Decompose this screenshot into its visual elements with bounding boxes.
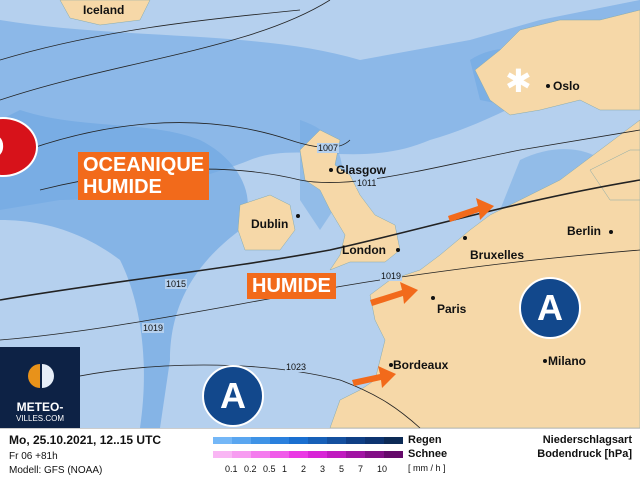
snow-swatch <box>327 451 346 458</box>
legend: Mo, 25.10.2021, 12..15 UTC Fr 06 +81h Mo… <box>0 428 640 479</box>
isobar-label: 1011 <box>356 178 378 188</box>
rain-label: Regen <box>408 434 442 446</box>
model-run: Fr 06 +81h <box>9 451 58 462</box>
isobar-label: 1007 <box>317 143 340 153</box>
scale-tick: 3 <box>320 464 326 474</box>
logo-text: VILLES.COM <box>15 414 64 423</box>
city-dot <box>546 84 550 88</box>
rain-swatch <box>384 437 403 444</box>
city-label: Iceland <box>83 3 125 17</box>
rain-swatch <box>213 437 232 444</box>
snow-label: Schnee <box>408 448 448 460</box>
city-dot <box>329 168 333 172</box>
city-label: London <box>342 243 386 257</box>
city-dot <box>389 363 393 367</box>
snow-swatch <box>384 451 403 458</box>
annotation-oceanique-humide: OCEANIQUE HUMIDE <box>78 152 210 200</box>
model-name: Modell: GFS (NOAA) <box>9 465 103 476</box>
rain-swatch <box>365 437 384 444</box>
logo-icon <box>28 364 54 388</box>
snow-swatch <box>270 451 289 458</box>
city-dot <box>396 248 400 252</box>
isobar-label: 1019 <box>142 323 165 333</box>
scale-tick: 0.2 <box>244 464 257 474</box>
city-label: Berlin <box>567 224 602 238</box>
precip-type-label: Niederschlagsart <box>542 434 632 446</box>
scale-tick: 5 <box>339 464 345 474</box>
city-label: Dublin <box>251 217 289 231</box>
unit-label: [ mm / h ] <box>408 463 446 473</box>
rain-swatch <box>308 437 327 444</box>
logo-text: METEO- <box>16 400 64 414</box>
annotation-humide: HUMIDE <box>247 273 336 299</box>
city-label: Oslo <box>553 79 580 93</box>
weather-map: ✱ Iceland Oslo Glasgow Dublin London Bru… <box>0 0 640 428</box>
scale-tick: 10 <box>377 464 388 474</box>
city-dot <box>431 296 435 300</box>
city-label: Paris <box>437 302 467 316</box>
high-pressure-center: A <box>519 277 581 339</box>
scale-tick: 1 <box>282 464 288 474</box>
snow-swatch <box>251 451 270 458</box>
annotation-line: OCEANIQUE <box>83 154 205 176</box>
forecast-date: Mo, 25.10.2021, 12..15 UTC <box>9 433 162 447</box>
snow-swatch <box>213 451 232 458</box>
snow-swatch <box>232 451 251 458</box>
pressure-label: Bodendruck [hPa] <box>537 448 632 460</box>
annotation-line: HUMIDE <box>83 176 162 198</box>
snowflake-icon: ✱ <box>505 63 532 99</box>
scale-tick: 2 <box>301 464 307 474</box>
city-label: Bordeaux <box>393 358 449 372</box>
arrows <box>352 198 494 388</box>
rain-swatch <box>251 437 270 444</box>
scale-tick: 0.1 <box>225 464 238 474</box>
rain-swatch <box>327 437 346 444</box>
rain-swatch <box>232 437 251 444</box>
city-dot <box>609 230 613 234</box>
snow-swatch <box>289 451 308 458</box>
rain-swatch <box>289 437 308 444</box>
isobar-label: 1015 <box>165 279 188 289</box>
city-label: Bruxelles <box>470 248 525 262</box>
rain-swatch <box>270 437 289 444</box>
city-dot <box>463 236 467 240</box>
city-dot <box>543 359 547 363</box>
rain-swatch <box>346 437 365 444</box>
isobar-label: 1019 <box>380 271 403 281</box>
isobar-label: 1023 <box>285 362 308 372</box>
map-background <box>0 0 640 428</box>
city-label: Milano <box>548 354 586 368</box>
scale-tick: 7 <box>358 464 364 474</box>
scale-tick: 0.5 <box>263 464 276 474</box>
snow-swatch <box>365 451 384 458</box>
meteo-villes-logo[interactable]: METEO- VILLES.COM <box>0 347 80 428</box>
snow-swatch <box>308 451 327 458</box>
city-dot <box>296 214 300 218</box>
land <box>59 0 640 428</box>
high-pressure-center: A <box>202 365 264 427</box>
snow-swatch <box>346 451 365 458</box>
city-label: Glasgow <box>336 163 387 177</box>
